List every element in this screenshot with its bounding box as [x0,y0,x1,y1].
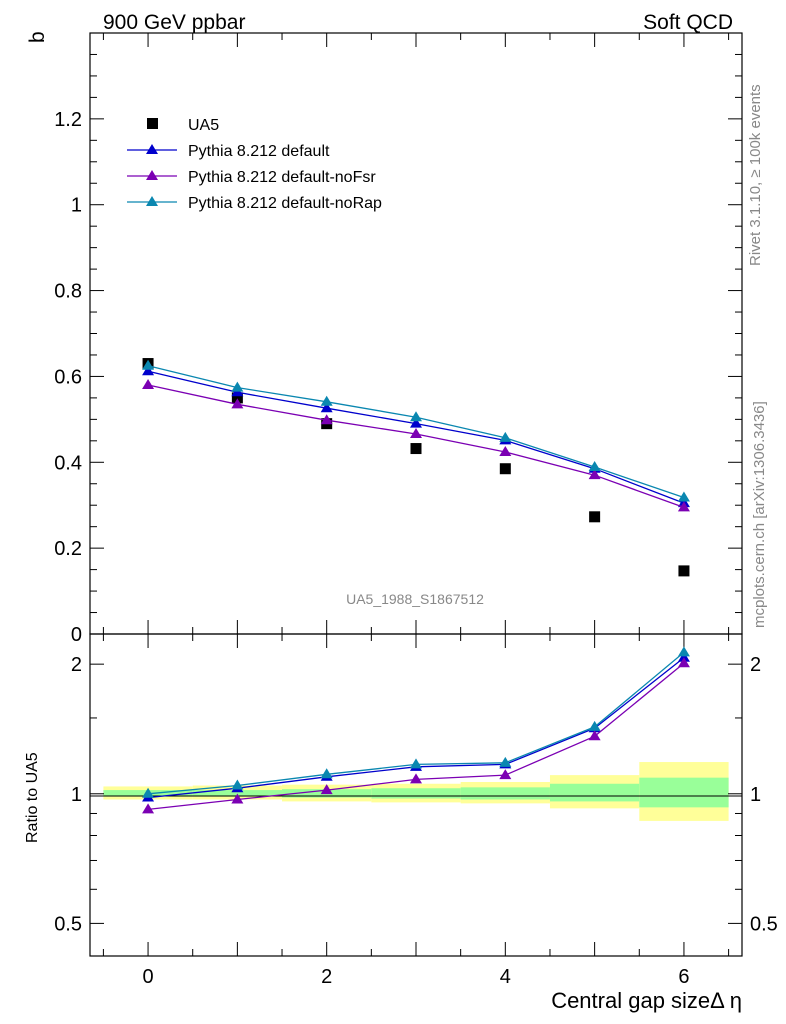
legend-label-default: Pythia 8.212 default [188,143,330,160]
ratio-band-inner [371,788,461,799]
ratio-y-tick-label: 0.5 [54,913,82,935]
ratio-marker-noFsr [320,784,333,795]
analysis-id-label: UA5_1988_S1867512 [346,591,484,607]
main-marker-noFsr [499,445,512,456]
legend-label-norap: Pythia 8.212 default-noRap [188,195,382,212]
ratio-y-tick-label: 2 [71,654,82,676]
ratio-series-line-noRap [148,651,685,795]
ratio-band-inner [192,790,283,797]
main-marker-noRap [410,411,422,422]
main-y-axis-label: b [26,31,49,43]
legend-marker-norap [146,196,158,206]
ratio-marker-noFsr [142,803,155,814]
main-series-group [142,358,690,577]
main-marker-noFsr [320,414,333,425]
ua5-data-point [678,565,690,577]
main-marker-default [410,417,422,428]
ratio-y-axis-label: Ratio to UA5 [24,752,41,843]
main-y-tick-label: 0.4 [54,452,82,474]
ua5-data-point [410,443,422,455]
header-left: 900 GeV ppbar [103,11,245,34]
ratio-marker-default [677,651,690,662]
ratio-marker-noFsr [677,657,690,668]
main-marker-noFsr [142,379,155,390]
main-y-tick-label: 0 [71,624,82,646]
legend-label-nofsr: Pythia 8.212 default-noFsr [188,169,376,186]
ratio-band-inner [639,777,729,808]
ratio-series-group [142,646,690,814]
main-y-tick-label: 1 [71,195,82,217]
ratio-marker-noRap [410,758,422,769]
ratio-panel: 0.5 0.5 1 1 2 2 0 2 4 6 Ratio to UA5 Central gap … [24,633,778,1013]
ratio-marker-noFsr [410,773,422,784]
legend-marker-nofsr [146,170,158,180]
rivet-label: Rivet 3.1.10, ≥ 100k events [747,84,764,266]
main-y-tick-label: 1.2 [54,109,82,131]
ratio-marker-noRap [677,646,690,657]
main-marker-noFsr [588,469,601,480]
main-marker-noRap [677,491,690,502]
ratio-band-inner [460,787,550,800]
main-axis-ticks: 0 0.2 0.4 0.6 0.8 1 1.2 [54,33,742,646]
ratio-marker-noRap [499,756,512,767]
main-marker-noRap [231,381,244,392]
ratio-band-inner [549,783,640,802]
ua5-data-point [589,511,601,523]
main-marker-noFsr [677,501,690,512]
legend-label-ua5: UA5 [188,117,219,134]
main-y-tick-label: 0.2 [54,538,82,560]
main-marker-noRap [142,359,155,370]
main-y-tick-label: 0.8 [54,281,82,303]
header-right: Soft QCD [643,11,733,34]
ratio-y-tick-label-right: 2 [750,654,761,676]
mcplots-label: mcplots.cern.ch [arXiv:1306.3436] [751,401,768,628]
legend-marker-ua5 [147,118,158,129]
ratio-marker-noRap [588,720,601,731]
ratio-marker-noRap [142,787,155,798]
ratio-marker-noRap [231,779,244,790]
ratio-y-tick-label-right: 1 [750,784,761,806]
main-marker-noFsr [410,427,422,438]
legend-marker-default [146,144,158,154]
ratio-y-tick-label: 1 [71,784,82,806]
ratio-axis-ticks: 0.5 0.5 1 1 2 2 0 2 4 6 [54,634,778,988]
x-tick-label: 4 [500,966,511,988]
main-y-tick-label: 0.6 [54,366,82,388]
x-tick-label: 2 [321,966,332,988]
ratio-y-tick-label-right: 0.5 [750,913,778,935]
ratio-marker-noFsr [588,730,601,741]
main-marker-default [142,365,155,376]
ratio-uncertainty-band [103,762,729,821]
ua5-data-point [499,463,511,475]
x-tick-label: 6 [678,966,689,988]
main-panel: 0 0.2 0.4 0.6 0.8 1 1.2 b UA5_1988_S1867512 [26,31,743,646]
main-marker-noRap [320,395,333,406]
main-marker-noRap [588,461,601,472]
legend: UA5 Pythia 8.212 default Pythia 8.212 de… [127,117,382,212]
ratio-frame [89,633,743,957]
main-marker-noRap [499,431,512,442]
ua5-data-point [231,392,243,404]
x-tick-label: 0 [142,966,153,988]
ratio-marker-noFsr [231,793,244,804]
ratio-marker-noFsr [499,769,512,780]
main-marker-noFsr [231,398,244,409]
main-marker-default [320,402,333,413]
x-axis-label: Central gap sizeΔ η [551,988,742,1013]
ratio-marker-noRap [320,768,333,779]
